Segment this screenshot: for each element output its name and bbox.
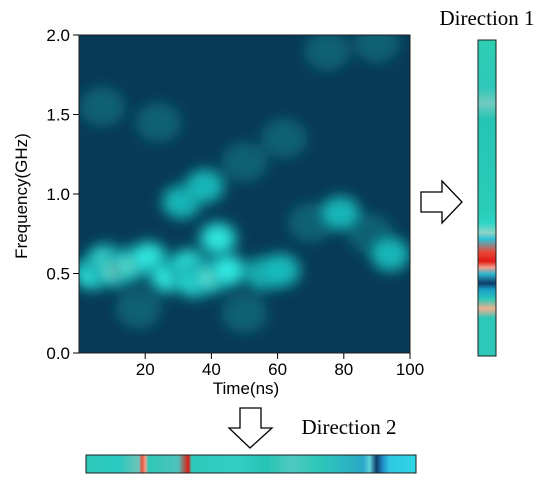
heatmap-cell: [215, 259, 240, 281]
heatmap-cell: [205, 228, 230, 250]
arrow-right-icon: [421, 181, 462, 223]
arrow-down-icon: [229, 408, 272, 448]
heatmap-cell: [264, 255, 299, 285]
x-tick-label: 80: [334, 360, 353, 379]
y-tick-label: 1.0: [46, 185, 70, 204]
heatmap-cell: [188, 171, 223, 201]
direction-2-strip: [86, 455, 416, 473]
x-tick-label: 40: [202, 360, 221, 379]
direction-1-strip: [478, 40, 496, 356]
y-tick-label: 2.0: [46, 26, 70, 45]
heatmap-cell: [373, 239, 408, 269]
y-axis-label: Frequency(GHz): [12, 133, 31, 259]
heatmap-cell: [222, 142, 268, 182]
direction-1-label: Direction 1: [439, 6, 534, 30]
y-axis: 0.0 0.5 1.0 1.5 2.0: [46, 26, 79, 363]
y-tick-label: 1.5: [46, 106, 70, 125]
y-tick-label: 0.5: [46, 265, 70, 284]
heatmap-cell: [354, 23, 400, 63]
heatmap-cell: [304, 31, 350, 71]
heatmap-cell: [222, 293, 268, 333]
x-tick-label: 20: [136, 360, 155, 379]
heatmap-cell: [79, 87, 125, 127]
direction-2-label: Direction 2: [301, 415, 396, 439]
x-tick-label: 100: [396, 360, 424, 379]
x-axis: 20 40 60 80 100: [136, 353, 424, 379]
heatmap-cell: [135, 102, 181, 142]
heatmap-plot: [69, 23, 413, 353]
y-tick-label: 0.0: [46, 344, 70, 363]
heatmap-cell: [116, 288, 162, 328]
heatmap-cell: [261, 118, 307, 158]
x-axis-label: Time(ns): [213, 379, 279, 398]
x-tick-label: 60: [268, 360, 287, 379]
